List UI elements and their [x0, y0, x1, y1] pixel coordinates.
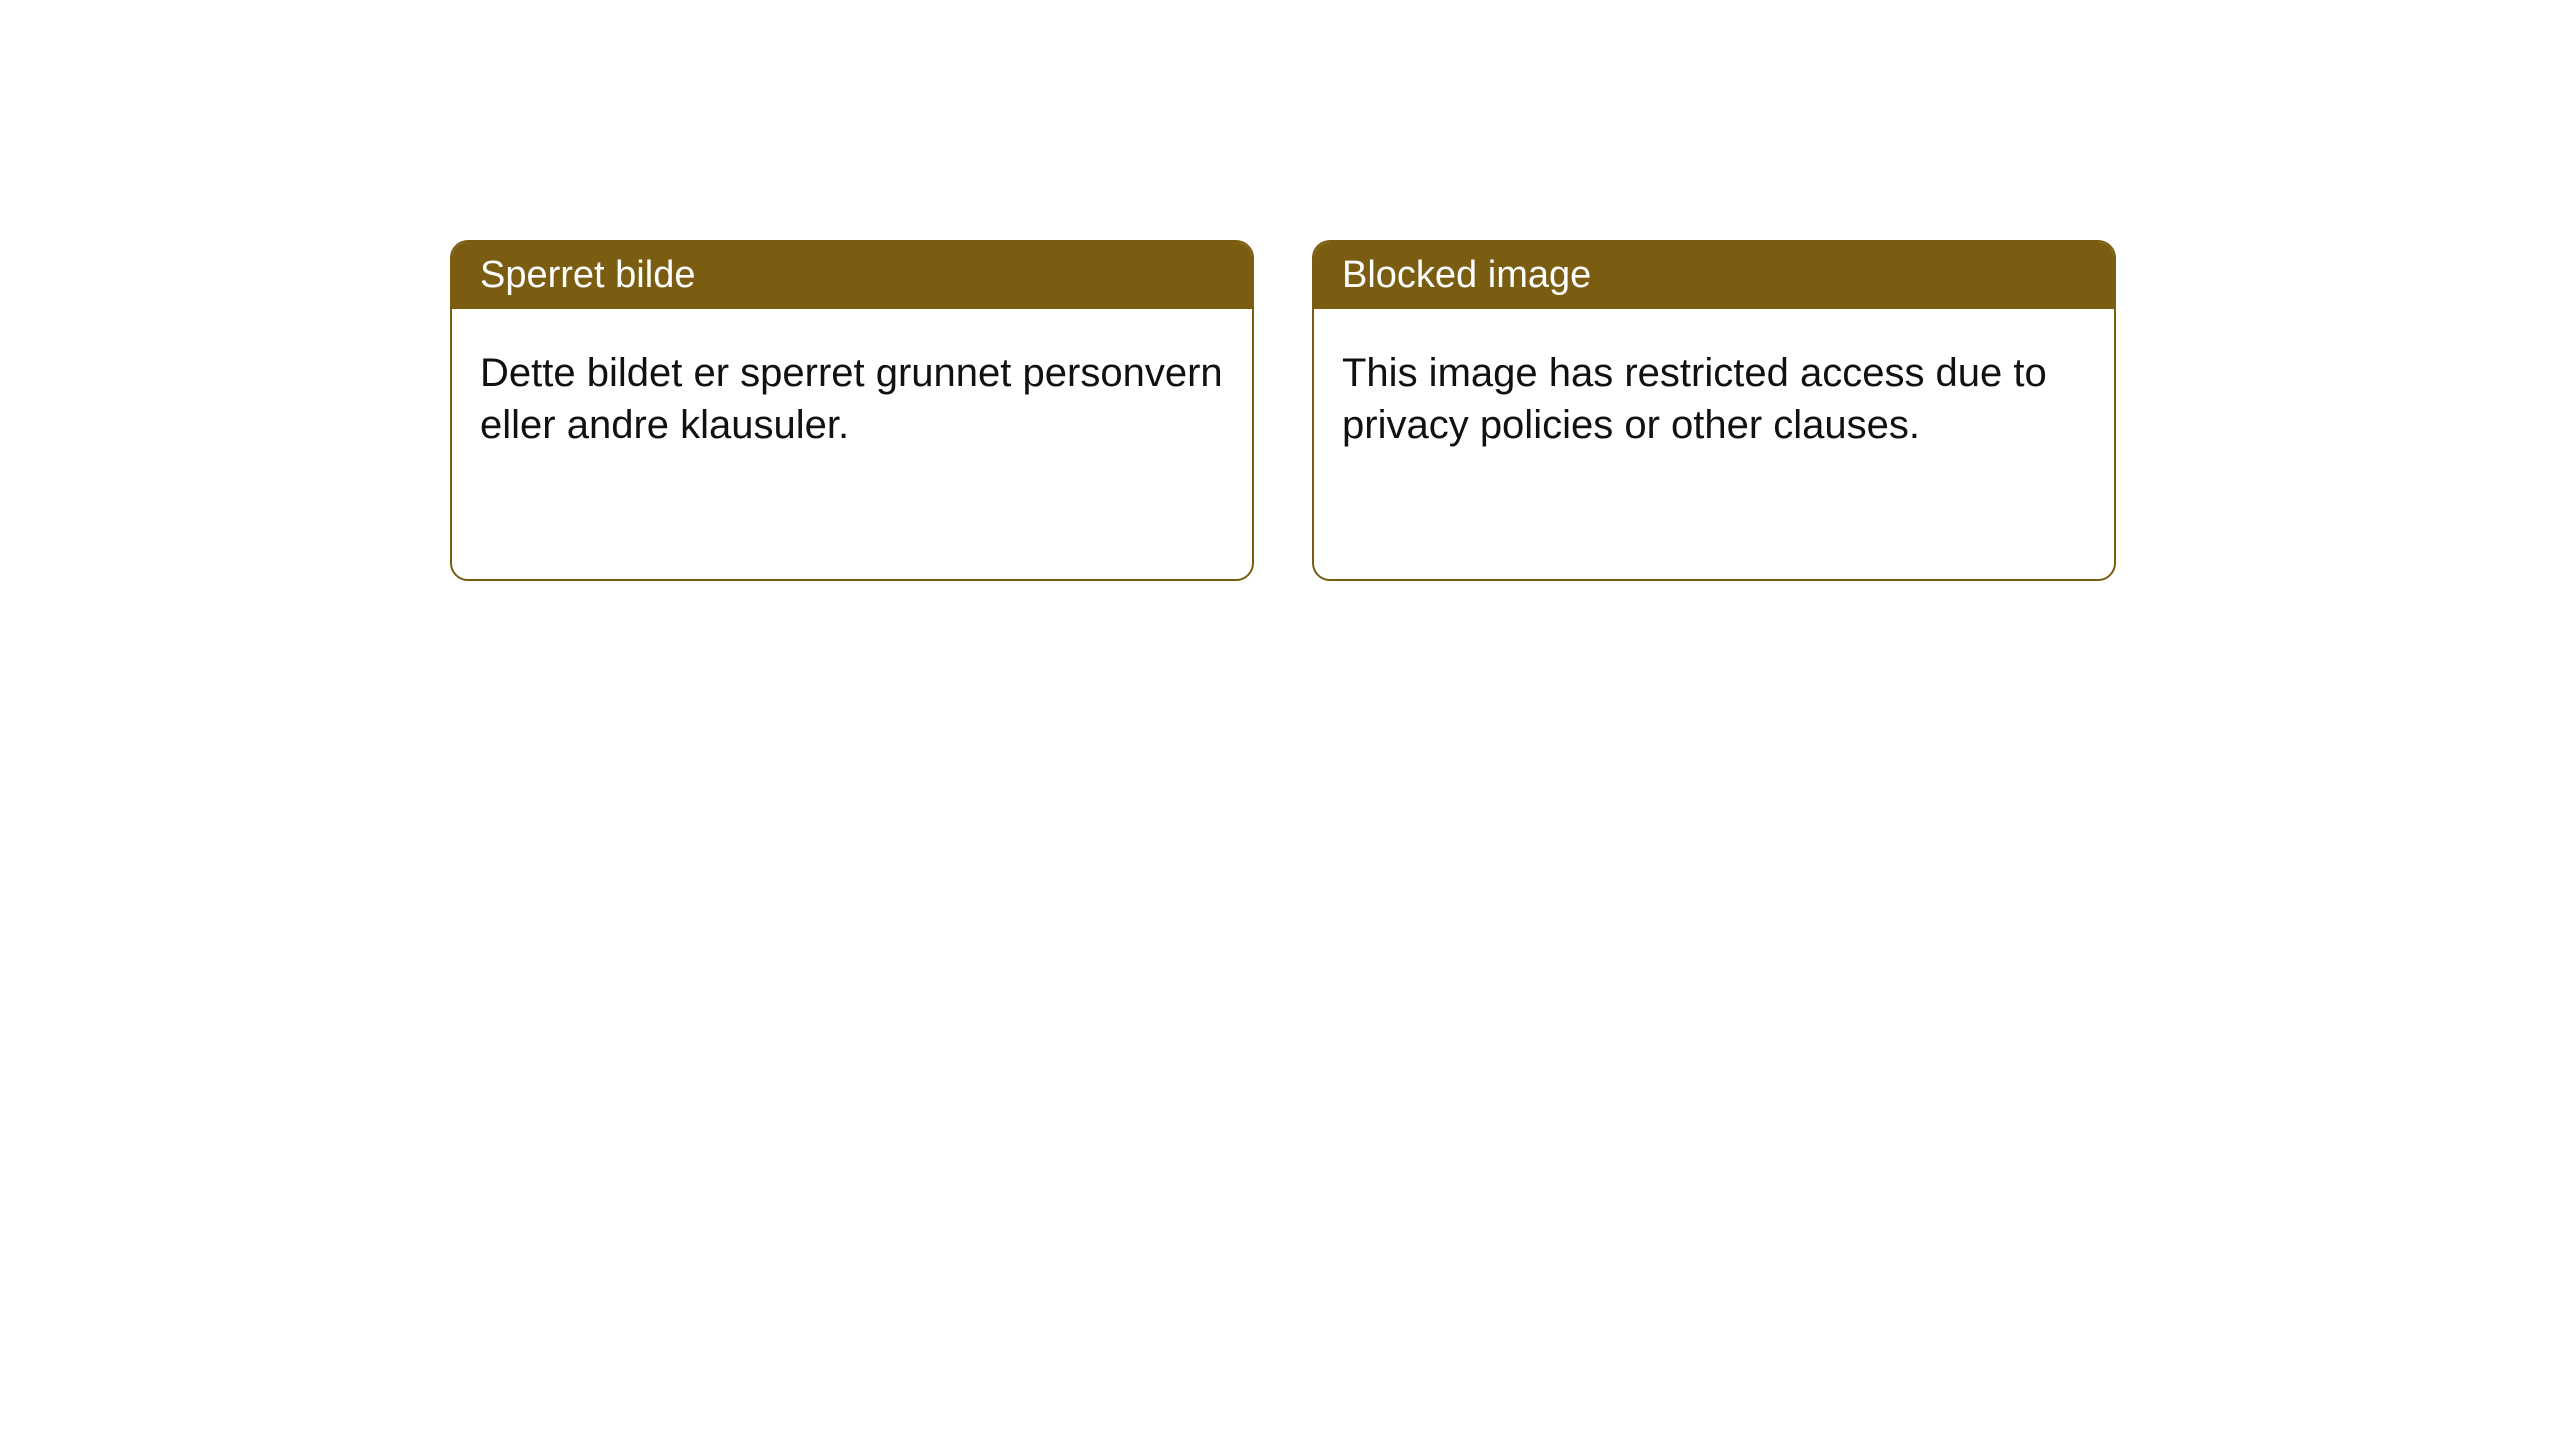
- card-body-no: Dette bildet er sperret grunnet personve…: [452, 309, 1252, 579]
- card-title-no: Sperret bilde: [452, 242, 1252, 309]
- notice-card-en: Blocked image This image has restricted …: [1312, 240, 2116, 581]
- notice-card-no: Sperret bilde Dette bildet er sperret gr…: [450, 240, 1254, 581]
- card-title-en: Blocked image: [1314, 242, 2114, 309]
- card-body-en: This image has restricted access due to …: [1314, 309, 2114, 579]
- notice-container: Sperret bilde Dette bildet er sperret gr…: [0, 0, 2560, 581]
